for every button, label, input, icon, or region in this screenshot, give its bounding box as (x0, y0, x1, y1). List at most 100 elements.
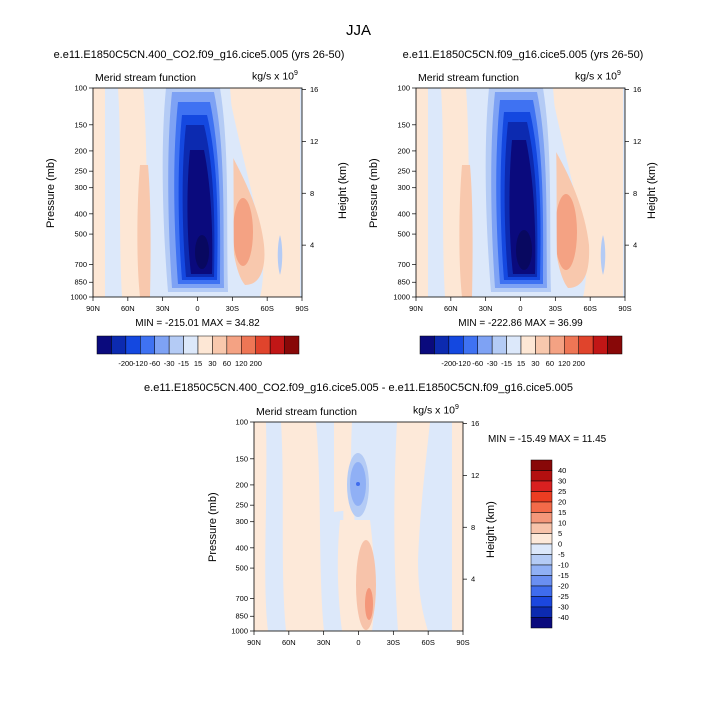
panel-1-colorbar-swatch (183, 335, 199, 355)
panel-2-x-tick-label: 60S (583, 304, 596, 313)
panel-1-x-tick-label: 90N (86, 304, 100, 313)
panel-2-colorbar-swatch (448, 335, 464, 355)
panel-1-y-tick-label: 150 (74, 120, 87, 129)
panel-3-colorbar-swatch (530, 491, 553, 503)
panel-1-ylabel: Pressure (mb) (45, 158, 57, 228)
panel-3-colorbar-label: -15 (558, 571, 569, 580)
panel-3-colorbar-swatch (530, 564, 553, 576)
panel-3-y-right-tick-label: 16 (471, 419, 479, 428)
panel-3-colorbar-swatch (530, 533, 553, 545)
panel-1-x-tick-label: 30N (156, 304, 170, 313)
panel-1-y-right-tick-label: 4 (310, 241, 314, 250)
panel-1-x-tick-label: 30S (226, 304, 239, 313)
panel-3-colorbar-label: 40 (558, 466, 566, 475)
panel-1-units: kg/s x 109 (252, 70, 298, 83)
panel-1-colorbar-label: -120 (133, 359, 148, 368)
panel-3-title: e.e11.E1850C5CN.400_CO2.f09_g16.cice5.00… (144, 382, 573, 394)
panel-3-x-tick-label: 60S (421, 638, 434, 647)
panel-2 (415, 87, 626, 298)
panel-2-minmax: MIN = -222.86 MAX = 36.99 (458, 318, 583, 329)
panel-2-colorbar-swatch (520, 335, 536, 355)
panel-2-colorbar-label: 120 (558, 359, 571, 368)
panel-3-colorbar-label: 15 (558, 508, 566, 517)
panel-1-y-tick-label: 300 (74, 183, 87, 192)
panel-2-x-tick-label: 0 (518, 304, 522, 313)
panel-2-colorbar-label: 60 (546, 359, 554, 368)
panel-1-colorbar-swatch (212, 335, 228, 355)
panel-1-colorbar-label: 200 (249, 359, 262, 368)
panel-1-colorbar-swatch (111, 335, 127, 355)
panel-3-x-tick-label: 30N (317, 638, 331, 647)
panel-3-y-tick-label: 200 (235, 480, 248, 489)
panel-2-y-tick-label: 200 (397, 146, 410, 155)
panel-3-colorbar-label: -5 (558, 550, 565, 559)
panel-3-y-tick-label: 250 (235, 501, 248, 510)
panel-2-colorbar-label: -30 (487, 359, 498, 368)
panel-2-colorbar-swatch (607, 335, 623, 355)
panel-1-colorbar-swatch (140, 335, 155, 355)
panel-3-y-tick-label: 700 (235, 594, 248, 603)
panel-1-y-tick-label: 200 (74, 146, 87, 155)
panel-1-colorbar-label: -60 (149, 359, 160, 368)
panel-2-title: e.e11.E1850C5CN.f09_g16.cice5.005 (yrs 2… (402, 49, 644, 61)
panel-1-left-string: Merid stream function (95, 72, 196, 84)
panel-3-colorbar-label: 0 (558, 540, 562, 549)
panel-1-colorbar-label: 60 (223, 359, 231, 368)
panel-3-colorbar-label: -40 (558, 613, 569, 622)
panel-2-colorbar-label: -15 (501, 359, 512, 368)
panel-3-colorbar-label: 30 (558, 477, 566, 486)
panel-3-colorbar-label: -20 (558, 582, 569, 591)
panel-3-colorbar-swatch (530, 585, 553, 597)
panel-3-y-right-tick-label: 4 (471, 575, 475, 584)
panel-3-minmax: MIN = -15.49 MAX = 11.45 (488, 434, 607, 445)
panel-2-units-base: kg/s x 10 (575, 70, 618, 83)
panel-2-y-tick-label: 850 (397, 278, 410, 287)
panel-3-units-exp: 9 (455, 404, 459, 411)
panel-3-ylabel-right: Height (km) (485, 501, 497, 558)
panel-2-y-right-tick-label: 4 (633, 241, 637, 250)
panel-3-colorbar-label: -25 (558, 592, 569, 601)
panel-3-colorbar-swatch (530, 459, 553, 471)
panel-2-colorbar-label: 30 (531, 359, 539, 368)
axes-layer: 90N 60N 30N 0 30S 60S 90S100150200250300400500… (70, 84, 641, 648)
panel-3-colorbar-label: 25 (558, 487, 566, 496)
panel-1-colorbar-swatch (168, 335, 184, 355)
panel-2-colorbar-label: -120 (456, 359, 471, 368)
panel-2-y-tick-label: 500 (397, 230, 410, 239)
panel-1-colorbar-swatch (269, 335, 285, 355)
panel-1 (92, 87, 303, 298)
panel-2-x-tick-label: 60N (444, 304, 458, 313)
panel-1-y-tick-label: 1000 (70, 293, 87, 302)
panel-1-y-tick-label: 100 (74, 84, 87, 93)
panel-1-y-right-tick-label: 8 (310, 189, 314, 198)
panel-1-x-tick-label: 60S (260, 304, 273, 313)
panel-3-x-tick-label: 90N (247, 638, 261, 647)
panel-1-y-tick-label: 400 (74, 209, 87, 218)
panel-3-colorbar-swatch (530, 617, 553, 629)
panel-2-x-tick-label: 30S (549, 304, 562, 313)
panel-1-colorbar-swatch (284, 335, 300, 355)
panel-2-y-right-tick-label: 16 (633, 85, 641, 94)
panel-2-colorbar: -200 -120 -60 -30 -15 15 30 60 120 200 (419, 335, 623, 368)
panel-1-colorbar-swatch (154, 335, 170, 355)
panel-2-colorbar-label: -60 (472, 359, 483, 368)
panel-2-y-right-tick-label: 12 (633, 137, 641, 146)
panel-3-colorbar-label: -10 (558, 561, 569, 570)
panel-2-field (416, 88, 625, 297)
panel-3-y-tick-label: 300 (235, 517, 248, 526)
panel-1-colorbar-swatch (96, 335, 112, 355)
panel-2-x-tick-label: 90N (409, 304, 423, 313)
panel-1-units-exp: 9 (294, 70, 298, 77)
panel-2-colorbar-label: 15 (517, 359, 525, 368)
panel-3-y-tick-label: 150 (235, 454, 248, 463)
panel-3-left-string: Merid stream function (256, 406, 357, 418)
panel-2-colorbar-swatch (477, 335, 493, 355)
panel-1-y-tick-label: 500 (74, 230, 87, 239)
panel-3-y-tick-label: 400 (235, 543, 248, 552)
panel-3-y-right-tick-label: 12 (471, 471, 479, 480)
panel-2-colorbar-swatch (434, 335, 450, 355)
panel-3-units: kg/s x 109 (413, 404, 459, 417)
panel-3-colorbar-label: -30 (558, 603, 569, 612)
